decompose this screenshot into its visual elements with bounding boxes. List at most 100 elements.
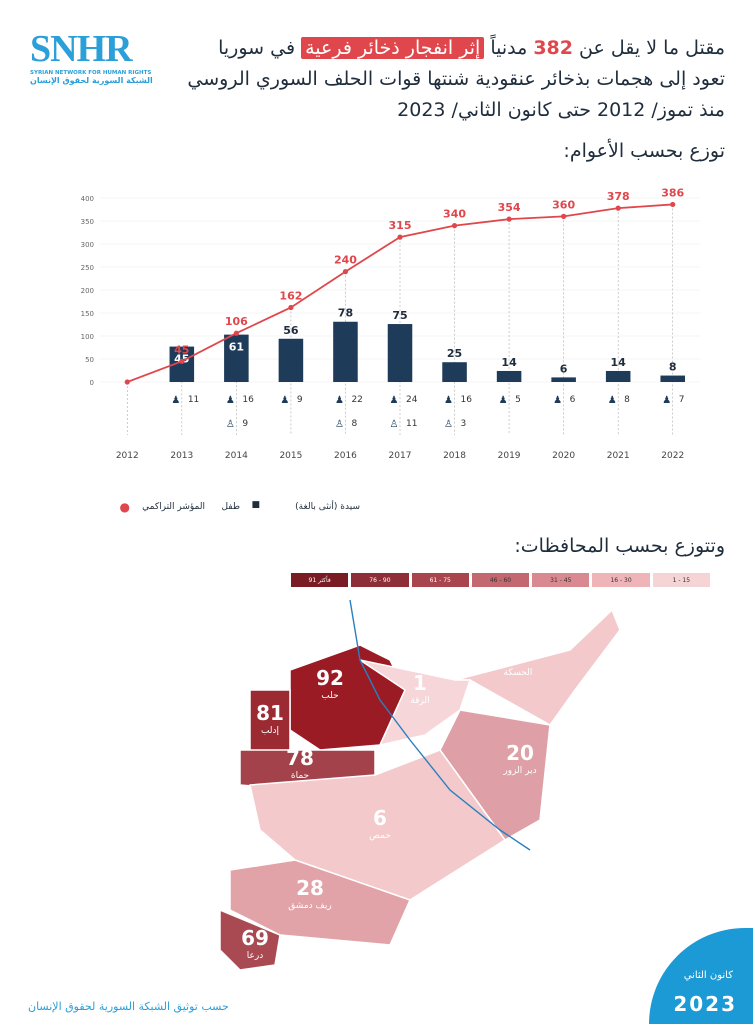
- governorate-name: إدلب: [261, 726, 279, 736]
- governorate-region: [229, 859, 412, 946]
- governorate-value: 78: [286, 746, 314, 770]
- legend-child-label: طفل: [221, 502, 240, 512]
- governorate-region: [219, 908, 281, 971]
- headline-number: 382: [533, 37, 573, 59]
- governorate-value: 81: [256, 701, 284, 725]
- child-icon: ♟: [553, 395, 562, 406]
- bar: [551, 377, 576, 382]
- child-icon: ♟: [662, 395, 671, 406]
- headline: مقتل ما لا يقل عن 382 مدنياً إثر انفجار …: [165, 33, 725, 126]
- cumulative-point: [124, 379, 130, 385]
- x-tick-label: 2018: [443, 451, 466, 461]
- cumulative-point: [451, 223, 458, 229]
- bar: [442, 362, 467, 382]
- woman-icon: ♙: [390, 419, 399, 430]
- bar-value-label: 75: [392, 309, 407, 322]
- x-tick-label: 2022: [661, 451, 684, 461]
- child-icon: ♟: [335, 395, 344, 406]
- section-title-years: توزع بحسب الأعوام:: [563, 140, 725, 162]
- legend-women-label: سيدة (أنثى بالغة): [295, 502, 360, 512]
- child-count-label: 16: [242, 395, 254, 405]
- bar: [387, 324, 413, 382]
- governorate-value: 28: [296, 876, 324, 900]
- cumulative-point: [233, 330, 239, 336]
- cumulative-point: [288, 304, 294, 311]
- date-badge: كانون الثاني 2023: [649, 928, 753, 1024]
- cumulative-value-label: 162: [279, 289, 302, 302]
- child-count-label: 7: [679, 395, 685, 405]
- logo-subtitle-en: SYRIAN NETWORK FOR HUMAN RIGHTS: [30, 70, 152, 76]
- section-title-governorates: وتتوزع بحسب المحافظات:: [514, 535, 725, 557]
- cumulative-value-label: 240: [334, 254, 357, 267]
- child-count-label: 11: [188, 395, 199, 405]
- governorate-value: 92: [316, 666, 344, 690]
- governorate-region: [359, 659, 472, 747]
- y-tick-label: 300: [81, 241, 94, 249]
- governorate-value: 7: [511, 643, 525, 667]
- governorate-region: [439, 709, 551, 841]
- bar: [605, 370, 631, 382]
- legend-cumulative-label: المؤشر التراكمي: [142, 502, 205, 512]
- cumulative-point: [179, 358, 185, 364]
- badge-month: كانون الثاني: [683, 970, 733, 981]
- governorate-region: [249, 749, 507, 901]
- governorate-name: درعا: [247, 951, 263, 961]
- child-icon: ♟: [390, 395, 399, 406]
- x-tick-label: 2014: [225, 451, 248, 461]
- y-tick-label: 200: [81, 287, 94, 295]
- child-icon: ♟: [226, 395, 235, 406]
- bar-value-label: 6: [560, 362, 568, 375]
- x-tick-label: 2016: [334, 451, 357, 461]
- child-count-label: 22: [351, 395, 362, 405]
- child-icon: ♟: [171, 395, 180, 406]
- logo-subtitle-ar: الشبكة السورية لحقوق الإنسان: [30, 76, 153, 85]
- cumulative-point: [342, 269, 349, 275]
- cumulative-point: [397, 234, 403, 240]
- bar-value-label: 78: [338, 307, 353, 320]
- y-tick-label: 0: [90, 379, 94, 387]
- x-tick-label: 2021: [607, 451, 630, 461]
- child-icon: ♟: [444, 395, 453, 406]
- euphrates-river: [349, 599, 531, 851]
- y-tick-label: 50: [85, 356, 94, 364]
- cumulative-value-label: 386: [661, 186, 684, 199]
- cumulative-value-label: 378: [607, 190, 630, 203]
- cumulative-point: [506, 216, 512, 222]
- governorate-name: حمص: [369, 831, 391, 841]
- cumulative-point: [670, 201, 676, 208]
- governorate-name: ريف دمشق: [288, 901, 331, 911]
- scale-swatch: 76 - 90: [351, 573, 409, 587]
- governorate-value: 6: [373, 806, 387, 830]
- y-tick-label: 100: [81, 333, 94, 341]
- years-chart: 0 50 100 150 200 250 300 350 400 2012 2013 2014 2015…: [81, 186, 700, 461]
- cumulative-value-label: 340: [443, 208, 466, 221]
- cumulative-value-label: 354: [498, 201, 521, 214]
- color-scale: 91 فأكثر 76 - 90 61 - 75 46 - 60 31 - 45 16 -…: [291, 573, 713, 589]
- woman-count-label: 9: [242, 419, 248, 429]
- cumulative-point: [561, 213, 567, 219]
- governorate-region: [454, 608, 621, 726]
- bar-value-label: 25: [447, 347, 462, 360]
- x-tick-label: 2019: [498, 451, 521, 461]
- bar-value-label: 14: [611, 356, 627, 369]
- governorate-name: حلب: [321, 691, 338, 701]
- y-tick-label: 350: [81, 218, 94, 226]
- y-tick-label: 150: [81, 310, 94, 318]
- scale-swatch: 16 - 30: [592, 573, 650, 587]
- x-tick-label: 2017: [389, 451, 412, 461]
- cumulative-value-label: 315: [389, 219, 412, 232]
- scale-swatch: 61 - 75: [411, 573, 469, 587]
- x-tick-label: 2013: [170, 451, 193, 461]
- headline-highlight: إثر انفجار ذخائر فرعية: [301, 37, 485, 59]
- scale-swatch: 1 - 15: [652, 573, 710, 587]
- child-icon: ♟: [608, 395, 617, 406]
- bar-value-label: 56: [283, 324, 299, 337]
- badge-year: 2023: [673, 992, 737, 1016]
- cumulative-value-label: 45: [174, 343, 189, 356]
- legend-cumulative-dot: ●: [119, 500, 130, 514]
- child-count-label: 8: [624, 395, 630, 405]
- headline-line3: منذ تموز/ 2012 حتى كانون الثاني/ 2023: [397, 99, 725, 121]
- logo-mark: SNHR: [30, 28, 133, 70]
- bar: [278, 338, 304, 382]
